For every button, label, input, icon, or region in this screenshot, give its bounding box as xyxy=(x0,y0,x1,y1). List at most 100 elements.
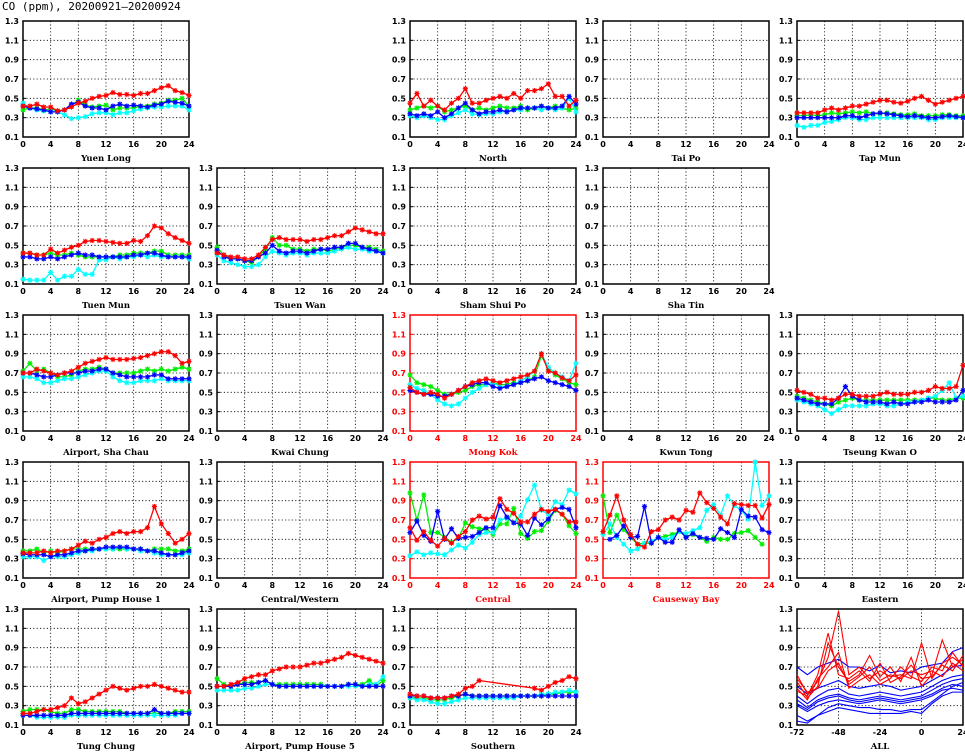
x-tick-label: 8 xyxy=(850,434,856,443)
data-point-marker xyxy=(939,385,945,392)
y-tick-label: 1.1 xyxy=(199,624,214,633)
data-point-marker xyxy=(179,364,185,370)
data-point-marker xyxy=(158,372,164,378)
data-point-marker xyxy=(137,374,144,380)
data-point-marker xyxy=(407,387,413,393)
data-point-marker xyxy=(124,380,130,386)
data-point-marker xyxy=(490,514,496,520)
x-tick-label: 20 xyxy=(930,140,942,149)
y-tick-label: 0.3 xyxy=(585,408,599,417)
data-point-marker xyxy=(621,527,627,533)
data-point-marker xyxy=(103,710,109,716)
x-tick-label: 16 xyxy=(515,581,527,590)
y-tick-label: 0.7 xyxy=(199,222,213,231)
data-point-marker xyxy=(89,710,95,716)
data-point-marker xyxy=(158,101,164,107)
y-tick-label: 0.7 xyxy=(779,369,793,378)
data-point-marker xyxy=(524,519,531,525)
data-point-marker xyxy=(497,693,503,699)
x-tick-label: 16 xyxy=(322,287,334,296)
data-point-marker xyxy=(117,544,123,550)
data-point-marker xyxy=(137,546,144,552)
data-point-marker xyxy=(20,710,26,716)
y-tick-label: 1.1 xyxy=(392,477,407,486)
data-point-marker xyxy=(131,355,137,362)
data-point-marker xyxy=(724,521,731,527)
data-point-marker xyxy=(939,399,945,405)
data-point-marker xyxy=(421,492,427,498)
x-tick-label: 4 xyxy=(242,287,248,296)
data-point-marker xyxy=(898,113,904,119)
data-point-marker xyxy=(345,229,352,235)
data-point-marker xyxy=(662,539,668,545)
x-tick-label: 4 xyxy=(48,434,54,443)
x-tick-label: 12 xyxy=(487,728,498,737)
y-tick-label: 0.1 xyxy=(392,427,407,436)
data-point-marker xyxy=(34,546,40,552)
data-point-marker xyxy=(68,116,75,122)
data-point-marker xyxy=(476,529,482,536)
y-tick-label: 0.9 xyxy=(392,497,407,506)
x-tick-label: 12 xyxy=(487,287,498,296)
data-point-marker xyxy=(325,683,331,689)
x-tick-label: 0 xyxy=(407,581,413,590)
data-point-marker xyxy=(697,534,703,540)
data-point-marker xyxy=(504,95,510,101)
y-tick-label: 1.1 xyxy=(585,330,600,339)
data-point-marker xyxy=(745,502,751,509)
y-tick-label: 1.1 xyxy=(779,36,794,45)
panel-airport-sha-chau: 0.1 0.3 0.5 0.7 0.9 1.1 1.3 0 4 8 12 16 20 24 Airport,… xyxy=(5,311,195,458)
x-tick-label: 24 xyxy=(570,728,582,737)
data-point-marker xyxy=(531,529,538,535)
data-point-marker xyxy=(61,376,68,382)
data-point-marker xyxy=(186,366,192,372)
all-series-line-blue xyxy=(796,691,963,722)
data-point-marker xyxy=(842,110,849,116)
data-point-marker xyxy=(54,378,61,384)
data-point-marker xyxy=(68,244,75,250)
data-point-marker xyxy=(538,86,545,92)
data-point-marker xyxy=(235,679,241,686)
x-tick-label: 20 xyxy=(543,140,555,149)
data-point-marker xyxy=(455,105,462,111)
y-tick-label: 1.3 xyxy=(5,605,19,614)
data-point-marker xyxy=(414,113,420,119)
data-point-marker xyxy=(801,389,807,395)
data-point-marker xyxy=(421,382,427,388)
data-point-marker xyxy=(151,372,158,378)
y-tick-label: 0.1 xyxy=(585,427,600,436)
panel-causeway-bay: 0.1 0.3 0.5 0.7 0.9 1.1 1.3 0 4 8 12 16 20 24 Causeway… xyxy=(585,458,775,605)
data-point-marker xyxy=(518,513,524,519)
data-point-marker xyxy=(711,505,717,511)
y-tick-label: 0.7 xyxy=(5,516,19,525)
data-point-marker xyxy=(435,529,441,536)
data-point-marker xyxy=(538,351,545,357)
data-point-marker xyxy=(165,98,171,104)
y-tick-label: 0.5 xyxy=(585,535,600,544)
data-point-marker xyxy=(331,683,338,689)
data-point-marker xyxy=(407,525,413,531)
data-point-marker xyxy=(717,526,724,532)
x-tick-label: 8 xyxy=(76,287,82,296)
data-point-marker xyxy=(20,107,26,113)
y-tick-label: 0.9 xyxy=(199,497,214,506)
data-point-marker xyxy=(476,111,482,117)
data-point-marker xyxy=(61,247,68,253)
data-point-marker xyxy=(822,115,828,121)
data-point-marker xyxy=(117,529,123,535)
data-point-marker xyxy=(766,493,772,499)
data-point-marker xyxy=(48,374,54,380)
data-point-marker xyxy=(61,107,68,113)
data-point-marker xyxy=(255,679,262,686)
data-point-marker xyxy=(538,103,545,109)
data-point-marker xyxy=(144,353,151,359)
data-point-marker xyxy=(283,236,289,243)
x-tick-label: 0 xyxy=(20,287,26,296)
data-point-marker xyxy=(248,674,255,680)
data-point-marker xyxy=(172,540,178,546)
data-point-marker xyxy=(27,360,33,366)
data-point-marker xyxy=(925,397,932,403)
data-point-marker xyxy=(82,368,88,374)
x-tick-label: 20 xyxy=(156,287,168,296)
data-point-marker xyxy=(158,252,164,258)
